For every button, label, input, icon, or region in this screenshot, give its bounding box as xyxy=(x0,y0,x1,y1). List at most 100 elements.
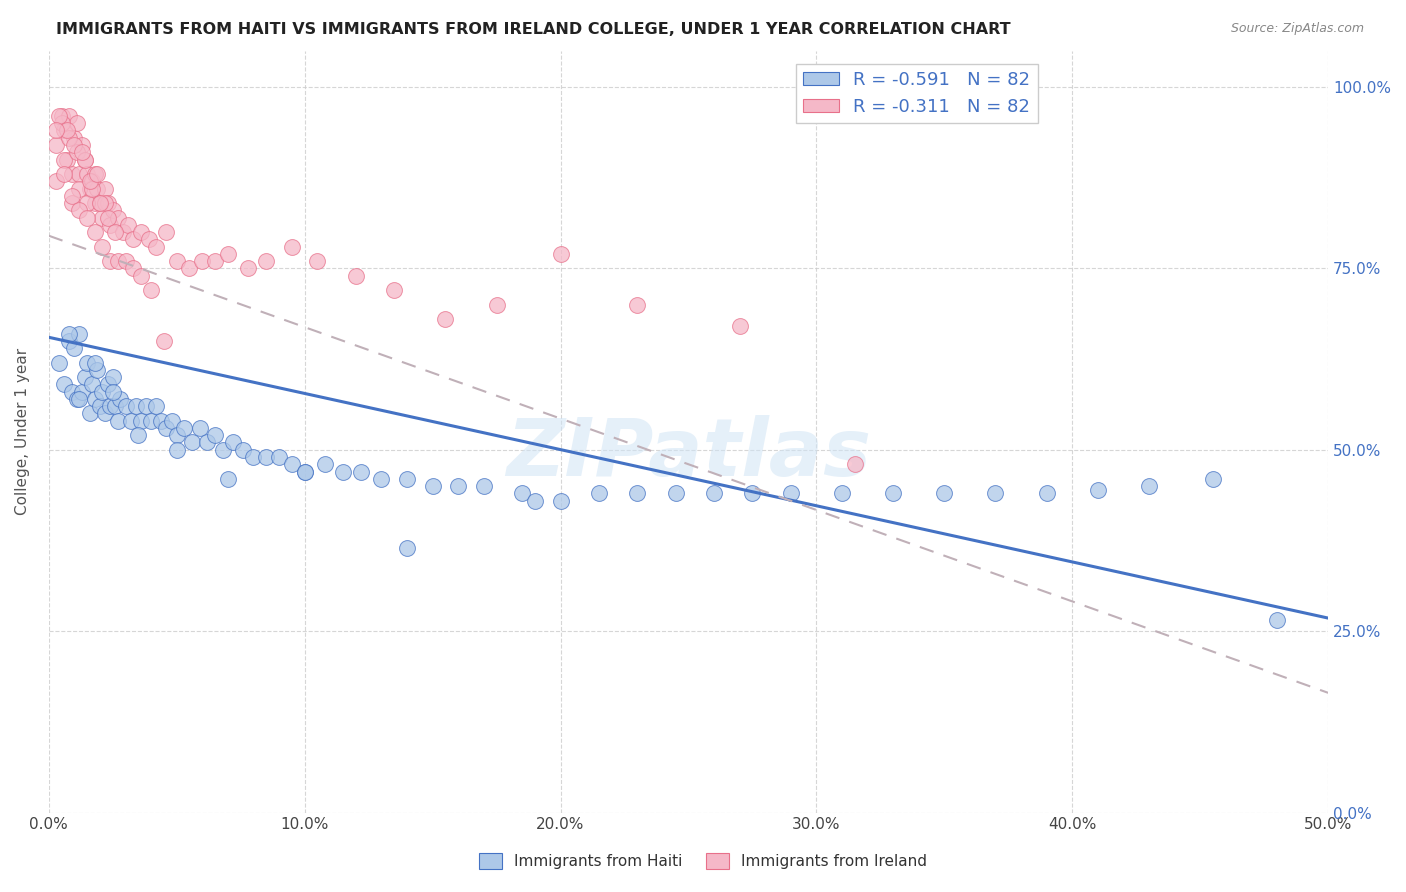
Point xyxy=(63,138,86,153)
Point xyxy=(89,399,111,413)
Point xyxy=(129,268,152,283)
Point xyxy=(114,399,136,413)
Point xyxy=(307,254,329,268)
Point xyxy=(79,407,101,421)
Point xyxy=(181,435,204,450)
Point xyxy=(97,196,120,211)
Point xyxy=(138,232,160,246)
Point xyxy=(155,225,177,239)
Y-axis label: College, Under 1 year: College, Under 1 year xyxy=(15,348,30,516)
Point xyxy=(665,486,688,500)
Point xyxy=(434,312,457,326)
Point xyxy=(395,541,418,555)
Point xyxy=(111,225,134,239)
Point xyxy=(86,181,108,195)
Point xyxy=(472,479,495,493)
Point xyxy=(129,225,152,239)
Point xyxy=(145,399,167,413)
Text: ZIPatlas: ZIPatlas xyxy=(506,416,870,493)
Point xyxy=(45,174,67,188)
Point xyxy=(83,392,105,406)
Point xyxy=(63,130,86,145)
Point xyxy=(107,414,129,428)
Point xyxy=(73,153,96,167)
Point xyxy=(91,384,114,399)
Point xyxy=(153,334,176,348)
Point xyxy=(76,211,98,225)
Point xyxy=(188,421,211,435)
Point xyxy=(294,465,316,479)
Point xyxy=(267,450,290,464)
Point xyxy=(1035,486,1057,500)
Point xyxy=(222,435,245,450)
Point xyxy=(86,167,108,181)
Point xyxy=(51,109,73,123)
Point xyxy=(76,196,98,211)
Point xyxy=(626,486,648,500)
Point xyxy=(127,428,149,442)
Point xyxy=(350,465,373,479)
Point xyxy=(79,174,101,188)
Point xyxy=(91,211,114,225)
Point xyxy=(69,203,91,218)
Point xyxy=(94,181,117,195)
Point xyxy=(58,334,80,348)
Point xyxy=(166,254,188,268)
Point xyxy=(281,457,304,471)
Point xyxy=(728,319,751,334)
Point xyxy=(831,486,853,500)
Point xyxy=(254,450,277,464)
Point xyxy=(63,341,86,355)
Point xyxy=(55,153,77,167)
Point xyxy=(94,407,117,421)
Point xyxy=(139,414,162,428)
Point xyxy=(91,239,114,253)
Point xyxy=(550,247,572,261)
Point xyxy=(60,189,83,203)
Point xyxy=(204,428,226,442)
Point xyxy=(69,392,91,406)
Point xyxy=(281,239,304,253)
Point xyxy=(94,196,117,211)
Point xyxy=(382,283,405,297)
Point xyxy=(101,370,124,384)
Point xyxy=(101,384,124,399)
Point xyxy=(984,486,1007,500)
Point xyxy=(1087,483,1109,497)
Legend: Immigrants from Haiti, Immigrants from Ireland: Immigrants from Haiti, Immigrants from I… xyxy=(472,847,934,875)
Point xyxy=(53,153,76,167)
Point xyxy=(166,442,188,457)
Point xyxy=(66,145,89,160)
Point xyxy=(89,196,111,211)
Point xyxy=(82,174,104,188)
Point xyxy=(485,298,508,312)
Point xyxy=(69,326,91,341)
Point xyxy=(53,167,76,181)
Point xyxy=(160,414,183,428)
Point xyxy=(82,181,104,195)
Point xyxy=(254,254,277,268)
Point xyxy=(70,138,93,153)
Point xyxy=(60,384,83,399)
Point xyxy=(83,225,105,239)
Point xyxy=(120,414,142,428)
Point xyxy=(332,465,354,479)
Point xyxy=(125,399,148,413)
Point xyxy=(122,261,145,276)
Point xyxy=(73,370,96,384)
Point xyxy=(89,196,111,211)
Point xyxy=(779,486,801,500)
Point xyxy=(104,399,127,413)
Point xyxy=(48,356,70,370)
Point xyxy=(550,493,572,508)
Point xyxy=(179,261,201,276)
Point xyxy=(98,254,121,268)
Point xyxy=(626,298,648,312)
Point xyxy=(53,377,76,392)
Point xyxy=(110,392,132,406)
Point xyxy=(60,196,83,211)
Point xyxy=(82,377,104,392)
Point xyxy=(703,486,725,500)
Point xyxy=(66,116,89,130)
Point xyxy=(86,363,108,377)
